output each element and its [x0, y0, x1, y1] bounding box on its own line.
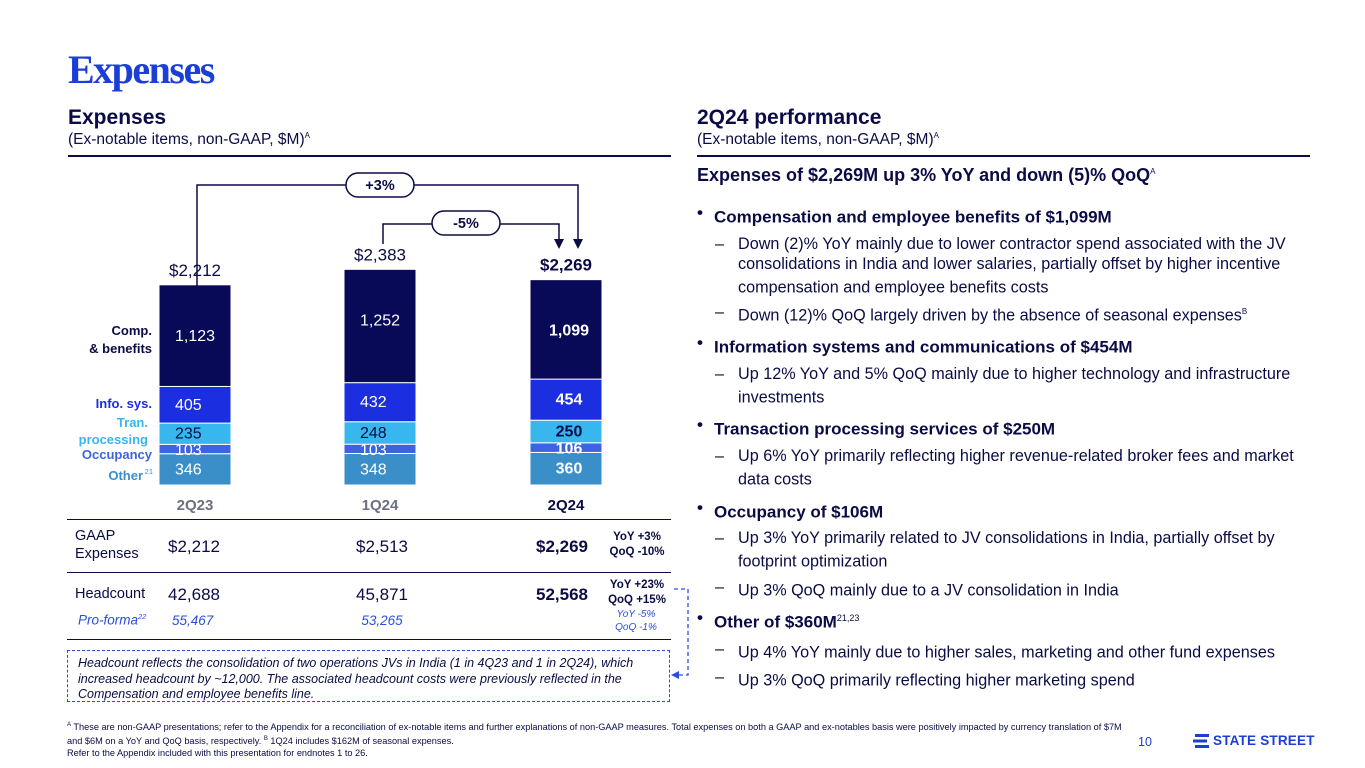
segment-value-label: 250 [556, 424, 583, 441]
performance-sub-bullet: Up 3% YoY primarily related to JV consol… [697, 528, 1317, 571]
category-label-1q24: 1Q24 [362, 497, 399, 514]
expenses-section-title: Expenses [68, 106, 167, 129]
right-header-rule [697, 155, 1310, 157]
segment-value-label: 1,099 [549, 323, 589, 340]
segment-value-label: 1,123 [175, 328, 215, 345]
performance-sub-bullet: Up 12% YoY and 5% QoQ mainly due to high… [697, 364, 1317, 407]
gaap-2q23: $2,212 [168, 537, 220, 556]
performance-bullet-list: Compensation and employee benefits of $1… [697, 195, 1317, 690]
qoq-change-pill [431, 210, 501, 236]
legend-other-sup: 21 [145, 467, 153, 476]
note-connector [671, 588, 689, 679]
segment-value-label: 360 [556, 461, 583, 478]
headcount-change: YoY +23% QoQ +15% [608, 579, 666, 606]
bar-segment-comp-benefits-1q24 [343, 268, 417, 384]
headcount-note: Headcount reflects the consolidation of … [67, 650, 670, 702]
left-header-rule [68, 155, 671, 157]
logo-text: STATE STREET [1213, 733, 1315, 748]
segment-value-label: 432 [360, 394, 387, 411]
segment-value-label: 1,252 [360, 312, 400, 329]
legend-comp-line2: & benefits [89, 341, 152, 356]
performance-sub-bullet: Up 3% QoQ primarily reflecting higher ma… [697, 667, 1317, 690]
headcount-2q23: 42,688 [168, 585, 220, 604]
segment-value-label: 454 [556, 392, 583, 409]
performance-bullet: Occupancy of $106M [697, 497, 1317, 524]
logo-mark-icon [1193, 733, 1209, 748]
legend-info-sys: Info. sys. [96, 396, 152, 411]
legend-other: Other [108, 468, 143, 483]
proforma-1q24: 53,265 [361, 613, 403, 628]
performance-section-subtitle: (Ex-notable items, non-GAAP, $M)A [697, 131, 939, 149]
performance-sub-bullet: Up 3% QoQ mainly due to a JV consolidati… [697, 577, 1317, 600]
performance-sub-bullet: Up 4% YoY mainly due to higher sales, ma… [697, 639, 1317, 662]
performance-headline: Expenses of $2,269M up 3% YoY and down (… [697, 165, 1156, 185]
performance-bullet: Information systems and communications o… [697, 332, 1317, 359]
segment-value-label: 103 [360, 442, 387, 459]
footnotes: A These are non-GAAP presentations; refe… [67, 722, 1122, 758]
segment-value-label: 348 [360, 461, 387, 478]
performance-sub-bullet: Down (2)% YoY mainly due to lower contra… [697, 234, 1317, 297]
bar-segment-other-2q24 [529, 451, 603, 486]
proforma-2q23: 55,467 [172, 613, 214, 628]
table-mid-rule [67, 572, 671, 574]
page-number: 10 [1138, 735, 1152, 749]
legend-occupancy: Occupancy [82, 447, 153, 462]
category-label-2q23: 2Q23 [177, 497, 214, 514]
gaap-1q24: $2,513 [356, 537, 408, 556]
gaap-change: YoY +3% QoQ -10% [609, 531, 665, 558]
legend-tran-line2: processing [79, 432, 148, 447]
table-top-rule [67, 519, 671, 521]
performance-section-title: 2Q24 performance [697, 106, 882, 129]
expenses-section-subtitle: (Ex-notable items, non-GAAP, $M)A [68, 131, 310, 149]
performance-sub-bullet: Up 6% YoY primarily reflecting higher re… [697, 446, 1317, 489]
legend-tran-line1: Tran. [117, 415, 148, 430]
bar-total-label: $2,212 [169, 261, 221, 280]
yoy-change-label: +3% [365, 178, 395, 194]
slide-title: Expenses [68, 47, 215, 92]
headcount-2q24: 52,568 [536, 585, 588, 604]
bar-segment-other-2q23 [158, 453, 232, 486]
yoy-change-pill [345, 172, 415, 198]
headcount-1q24: 45,871 [356, 585, 408, 604]
bar-total-label: $2,383 [354, 245, 406, 264]
bar-segment-info-sys--2q23 [158, 385, 232, 424]
segment-value-label: 248 [360, 425, 387, 442]
performance-sub-bullet: Down (12)% QoQ largely driven by the abs… [697, 302, 1317, 325]
gaap-2q24: $2,269 [536, 537, 588, 556]
bar-segment-comp-benefits-2q23 [158, 284, 232, 387]
category-label-2q24: 2Q24 [548, 497, 585, 514]
qoq-change-label: -5% [453, 216, 479, 232]
segment-value-label: 103 [175, 442, 202, 459]
table-bottom-rule [67, 639, 671, 641]
headcount-label: Headcount [75, 586, 146, 602]
legend-comp-line1: Comp. [112, 323, 152, 338]
bar-segment-comp-benefits-2q24 [529, 279, 603, 380]
proforma-change: YoY -5% QoQ -1% [615, 609, 657, 633]
gaap-expenses-label: GAAP Expenses [75, 528, 139, 562]
performance-bullet: Other of $360M21,23 [697, 607, 1317, 634]
expenses-stacked-bar-chart: 3461032354051,123$2,2122Q233481032484321… [79, 172, 603, 514]
bar-total-label: $2,269 [540, 256, 592, 275]
segment-value-label: 405 [175, 397, 202, 414]
segment-value-label: 235 [175, 426, 202, 443]
state-street-logo: STATE STREET [1193, 733, 1315, 748]
proforma-label: Pro-forma22 [78, 612, 147, 628]
performance-bullet: Compensation and employee benefits of $1… [697, 202, 1317, 229]
segment-value-label: 106 [556, 441, 583, 458]
segment-value-label: 346 [175, 461, 202, 478]
performance-bullet: Transaction processing services of $250M [697, 414, 1317, 441]
bar-segment-info-sys--2q24 [529, 378, 603, 421]
